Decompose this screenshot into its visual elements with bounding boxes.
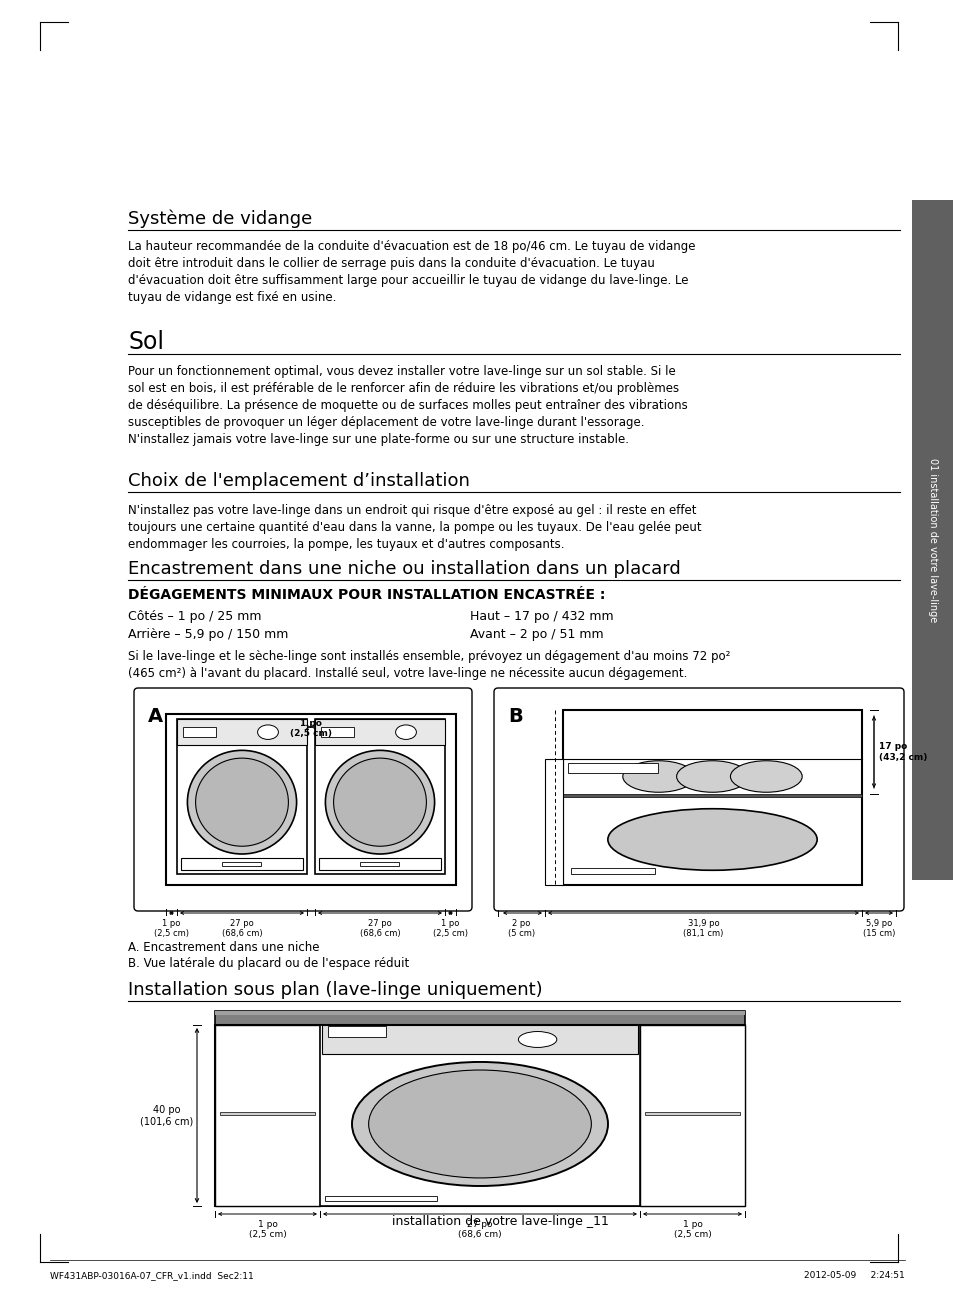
Text: B: B bbox=[507, 707, 522, 726]
Text: 40 po
(101,6 cm): 40 po (101,6 cm) bbox=[139, 1105, 193, 1126]
Bar bbox=[562, 794, 862, 797]
Ellipse shape bbox=[517, 1032, 557, 1047]
Text: 2 po
(5 cm): 2 po (5 cm) bbox=[507, 919, 535, 939]
Text: 2012-05-09     2:24:51: 2012-05-09 2:24:51 bbox=[803, 1272, 904, 1279]
Text: Avant – 2 po / 51 mm: Avant – 2 po / 51 mm bbox=[470, 627, 603, 642]
Text: Choix de l'emplacement d’installation: Choix de l'emplacement d’installation bbox=[128, 473, 470, 491]
Bar bbox=[222, 862, 261, 866]
Bar bbox=[567, 763, 657, 773]
Text: 27 po
(68,6 cm): 27 po (68,6 cm) bbox=[359, 919, 400, 939]
Text: N'installez pas votre lave-linge dans un endroit qui risque d'être exposé au gel: N'installez pas votre lave-linge dans un… bbox=[128, 503, 700, 551]
Text: A. Encastrement dans une niche: A. Encastrement dans une niche bbox=[128, 941, 319, 954]
Text: Côtés – 1 po / 25 mm: Côtés – 1 po / 25 mm bbox=[128, 611, 261, 624]
Bar bbox=[314, 719, 444, 874]
Bar bbox=[639, 1025, 744, 1206]
Ellipse shape bbox=[622, 760, 694, 793]
Text: 1 po
(2,5 cm): 1 po (2,5 cm) bbox=[249, 1220, 286, 1239]
Text: 27 po
(68,6 cm): 27 po (68,6 cm) bbox=[221, 919, 262, 939]
Bar bbox=[183, 727, 215, 737]
Ellipse shape bbox=[187, 750, 296, 855]
Text: Encastrement dans une niche ou installation dans un placard: Encastrement dans une niche ou installat… bbox=[128, 560, 680, 578]
Ellipse shape bbox=[195, 758, 288, 846]
Text: 31,9 po
(81,1 cm): 31,9 po (81,1 cm) bbox=[682, 919, 723, 939]
Bar bbox=[166, 714, 456, 886]
Ellipse shape bbox=[395, 726, 416, 740]
Bar bbox=[360, 862, 399, 866]
Ellipse shape bbox=[368, 1070, 591, 1177]
Bar bbox=[911, 200, 953, 880]
Bar bbox=[177, 719, 307, 874]
Bar bbox=[562, 710, 862, 886]
Text: 1 po
(2,5 cm): 1 po (2,5 cm) bbox=[433, 919, 468, 939]
Text: 5,9 po
(15 cm): 5,9 po (15 cm) bbox=[862, 919, 894, 939]
Ellipse shape bbox=[334, 758, 426, 846]
Text: WF431ABP-03016A-07_CFR_v1.indd  Sec2:11: WF431ABP-03016A-07_CFR_v1.indd Sec2:11 bbox=[50, 1272, 253, 1279]
Ellipse shape bbox=[257, 726, 278, 740]
Bar bbox=[328, 1025, 385, 1037]
Bar bbox=[321, 727, 354, 737]
Bar bbox=[325, 1195, 436, 1201]
Text: Si le lave-linge et le sèche-linge sont installés ensemble, prévoyez un dégageme: Si le lave-linge et le sèche-linge sont … bbox=[128, 649, 730, 680]
Text: 27 po
(68,6 cm): 27 po (68,6 cm) bbox=[457, 1220, 501, 1239]
Bar bbox=[319, 1025, 639, 1206]
Text: Haut – 17 po / 432 mm: Haut – 17 po / 432 mm bbox=[470, 611, 613, 624]
Text: installation de votre lave-linge _11: installation de votre lave-linge _11 bbox=[391, 1215, 608, 1228]
Text: B. Vue latérale du placard ou de l'espace réduit: B. Vue latérale du placard ou de l'espac… bbox=[128, 957, 409, 970]
Bar bbox=[220, 1112, 314, 1115]
Text: DÉGAGEMENTS MINIMAUX POUR INSTALLATION ENCASTRÉE :: DÉGAGEMENTS MINIMAUX POUR INSTALLATION E… bbox=[128, 587, 605, 602]
Ellipse shape bbox=[352, 1062, 607, 1186]
Bar bbox=[181, 859, 303, 870]
Bar bbox=[214, 1011, 744, 1015]
Ellipse shape bbox=[730, 760, 801, 793]
Bar bbox=[644, 1112, 740, 1115]
Text: Installation sous plan (lave-linge uniquement): Installation sous plan (lave-linge uniqu… bbox=[128, 981, 542, 999]
Bar bbox=[314, 719, 444, 745]
Bar bbox=[318, 859, 440, 870]
Bar bbox=[177, 719, 307, 745]
Text: Pour un fonctionnement optimal, vous devez installer votre lave-linge sur un sol: Pour un fonctionnement optimal, vous dev… bbox=[128, 365, 687, 445]
Text: Système de vidange: Système de vidange bbox=[128, 210, 312, 229]
Text: 1 po
(2,5 cm): 1 po (2,5 cm) bbox=[673, 1220, 711, 1239]
Ellipse shape bbox=[676, 760, 747, 793]
Text: 1 po
(2,5 cm): 1 po (2,5 cm) bbox=[153, 919, 189, 939]
Bar bbox=[322, 1025, 638, 1053]
Text: 17 po
(43,2 cm): 17 po (43,2 cm) bbox=[878, 742, 926, 762]
Bar bbox=[544, 759, 562, 886]
Text: La hauteur recommandée de la conduite d'évacuation est de 18 po/46 cm. Le tuyau : La hauteur recommandée de la conduite d'… bbox=[128, 240, 695, 303]
Text: 1 po
(2,5 cm): 1 po (2,5 cm) bbox=[290, 719, 332, 738]
Bar bbox=[214, 1025, 319, 1206]
FancyBboxPatch shape bbox=[494, 688, 903, 911]
Bar bbox=[571, 868, 654, 874]
Bar bbox=[214, 1025, 744, 1206]
Text: A: A bbox=[148, 707, 163, 726]
Text: 01 installation de votre lave-linge: 01 installation de votre lave-linge bbox=[927, 458, 937, 622]
Ellipse shape bbox=[325, 750, 435, 855]
FancyBboxPatch shape bbox=[133, 688, 472, 911]
Bar bbox=[214, 1011, 744, 1025]
Text: Sol: Sol bbox=[128, 330, 164, 354]
Ellipse shape bbox=[607, 808, 817, 870]
Text: Arrière – 5,9 po / 150 mm: Arrière – 5,9 po / 150 mm bbox=[128, 627, 288, 642]
